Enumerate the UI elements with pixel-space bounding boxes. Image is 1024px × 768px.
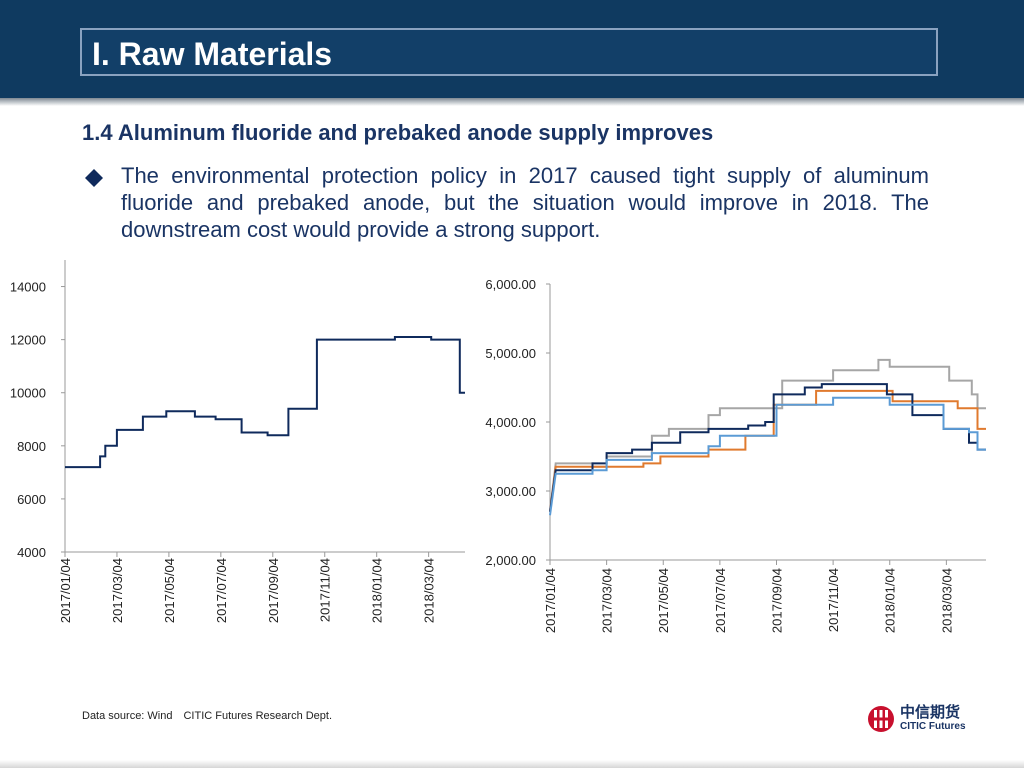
slide-title: I. Raw Materials (92, 36, 333, 72)
y-tick-label: 10000 (10, 386, 46, 401)
citic-logo-icon (868, 706, 894, 732)
y-tick-label: 2,000.00 (485, 553, 536, 568)
x-tick-label: 2017/01/04 (543, 568, 558, 633)
y-tick-label: 5,000.00 (485, 346, 536, 361)
x-tick-label: 2017/09/04 (266, 558, 281, 623)
x-tick-label: 2017/07/04 (713, 568, 728, 633)
y-tick-label: 4000 (17, 545, 46, 560)
x-tick-label: 2017/09/04 (769, 568, 784, 633)
logo-text-english: CITIC Futures (900, 721, 966, 732)
x-tick-label: 2018/01/04 (883, 568, 898, 633)
y-tick-label: 6,000.00 (485, 277, 536, 292)
logo-text-chinese: 中信期货 (900, 703, 961, 721)
title-box: I. Raw Materials (80, 28, 938, 76)
x-tick-label: 2017/11/04 (826, 568, 841, 632)
y-tick-label: 6000 (17, 492, 46, 507)
x-tick-label: 2017/05/04 (162, 558, 177, 623)
x-tick-label: 2018/03/04 (422, 558, 437, 623)
citic-futures-logo: 中信期货 CITIC Futures (866, 703, 976, 735)
y-tick-label: 8000 (17, 439, 46, 454)
y-tick-label: 12000 (10, 333, 46, 348)
y-tick-label: 4,000.00 (485, 415, 536, 430)
data-source-note: Data source: Wind CITIC Futures Research… (82, 710, 333, 722)
bullet-text: The environmental protection policy in 2… (121, 163, 929, 242)
x-tick-label: 2017/05/04 (656, 568, 671, 633)
x-tick-label: 2017/11/04 (318, 558, 333, 622)
y-tick-label: 3,000.00 (485, 484, 536, 499)
y-tick-label: 14000 (10, 280, 46, 295)
series-line-1 (65, 336, 465, 469)
aluminum-fluoride-chart: 4000 6000 8000 10000 12000 14000 2017/01/04 201… (10, 260, 465, 623)
x-tick-label: 2017/01/04 (58, 558, 73, 623)
series-line-3 (549, 383, 986, 512)
header-shadow (0, 98, 1024, 106)
x-tick-label: 2017/03/04 (110, 558, 125, 623)
x-tick-label: 2018/03/04 (939, 568, 954, 633)
diamond-bullet-icon (85, 169, 103, 187)
x-tick-label: 2018/01/04 (370, 558, 385, 623)
x-tick-label: 2017/07/04 (214, 558, 229, 623)
series-line-4 (549, 396, 986, 516)
prebaked-anode-chart: 2,000.00 3,000.00 4,000.00 5,000.00 6,000.00… (485, 277, 986, 633)
x-tick-label: 2017/03/04 (600, 568, 615, 633)
bottom-rule (0, 760, 1024, 768)
section-subtitle: 1.4 Aluminum fluoride and prebaked anode… (82, 120, 714, 145)
